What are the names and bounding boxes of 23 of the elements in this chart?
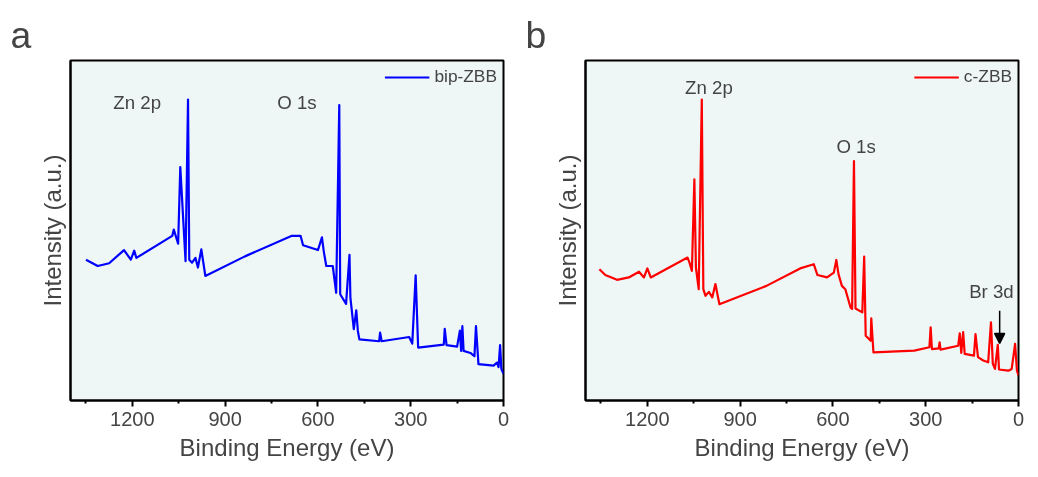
x-tick-label: 600 (816, 407, 850, 430)
y-axis-title: Intensity (a.u.) (38, 154, 66, 307)
annotation: Zn 2p (113, 91, 162, 113)
x-tick-label: 0 (1012, 407, 1025, 430)
annotation: O 1s (836, 135, 876, 157)
x-tick-label: 900 (723, 407, 757, 430)
chart-title: b (525, 13, 547, 56)
annotation: O 1s (277, 91, 317, 113)
text: Zn 2p (685, 76, 733, 98)
x-tick-label: 900 (208, 407, 242, 430)
legend-label: c-ZBB (963, 66, 1012, 87)
annotation: Br 3d (969, 281, 1014, 303)
y-axis-title: Intensity (a.u.) (553, 154, 581, 307)
legend-label: bip-ZBB (434, 66, 497, 87)
x-tick-label: 300 (909, 407, 943, 430)
x-tick-label: 1200 (625, 407, 670, 430)
x-tick-label: 0 (497, 407, 510, 430)
x-axis-title: Binding Energy (eV) (179, 433, 395, 461)
x-tick-label: 300 (394, 407, 428, 430)
x-axis-title: Binding Energy (eV) (694, 433, 910, 461)
chart-title: a (10, 13, 32, 56)
x-tick-label: 1200 (110, 407, 155, 430)
x-tick-label: 600 (301, 407, 335, 430)
